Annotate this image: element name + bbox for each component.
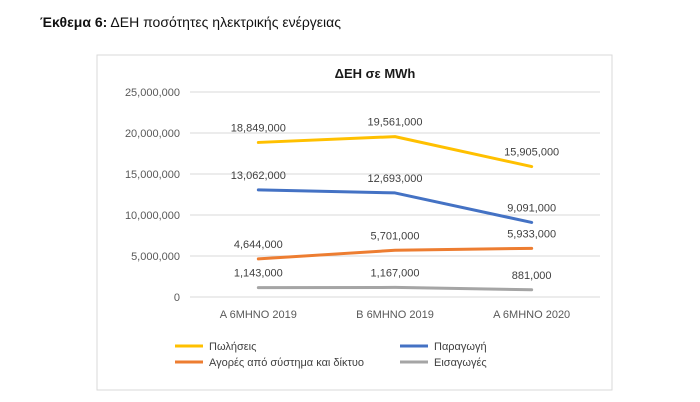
data-label: 5,701,000 <box>371 230 420 242</box>
legend-label: Αγορές από σύστημα και δίκτυο <box>209 357 364 369</box>
data-label: 5,933,000 <box>507 228 556 240</box>
series-line <box>256 285 534 292</box>
legend-label: Παραγωγή <box>434 341 487 353</box>
data-label: 13,062,000 <box>231 170 286 182</box>
y-tick-label: 15,000,000 <box>125 169 180 181</box>
data-label: 1,143,000 <box>234 268 283 280</box>
y-tick-label: 20,000,000 <box>125 128 180 140</box>
exhibit-number: Έκθεμα 6: <box>40 14 108 30</box>
data-label: 881,000 <box>512 270 552 282</box>
data-label: 1,167,000 <box>371 267 420 279</box>
chart-title: ΔΕΗ σε MWh <box>335 66 416 81</box>
y-tick-label: 5,000,000 <box>131 251 180 263</box>
exhibit-title: ΔΕΗ ποσότητες ηλεκτρικής ενέργειας <box>110 14 341 30</box>
x-tick-label: Α 6ΜΗΝΟ 2019 <box>220 309 297 321</box>
chart-border <box>96 54 613 391</box>
x-tick-label: Α 6ΜΗΝΟ 2020 <box>493 309 570 321</box>
data-label: 18,849,000 <box>231 122 286 134</box>
x-tick-label: Β 6ΜΗΝΟ 2019 <box>356 309 434 321</box>
y-tick-label: 25,000,000 <box>125 87 180 99</box>
data-label: 15,905,000 <box>504 147 559 159</box>
exhibit-caption: Έκθεμα 6: ΔΕΗ ποσότητες ηλεκτρικής ενέργ… <box>40 14 341 30</box>
data-label: 12,693,000 <box>367 173 422 185</box>
y-tick-label: 0 <box>174 292 180 304</box>
data-label: 19,561,000 <box>367 117 422 129</box>
series-line <box>256 135 534 169</box>
data-label: 4,644,000 <box>234 239 283 251</box>
y-tick-label: 10,000,000 <box>125 210 180 222</box>
legend-label: Εισαγωγές <box>434 357 487 369</box>
data-label: 9,091,000 <box>507 202 556 214</box>
series-line <box>256 188 534 224</box>
series-line <box>256 246 534 261</box>
legend-label: Πωλήσεις <box>209 341 256 353</box>
